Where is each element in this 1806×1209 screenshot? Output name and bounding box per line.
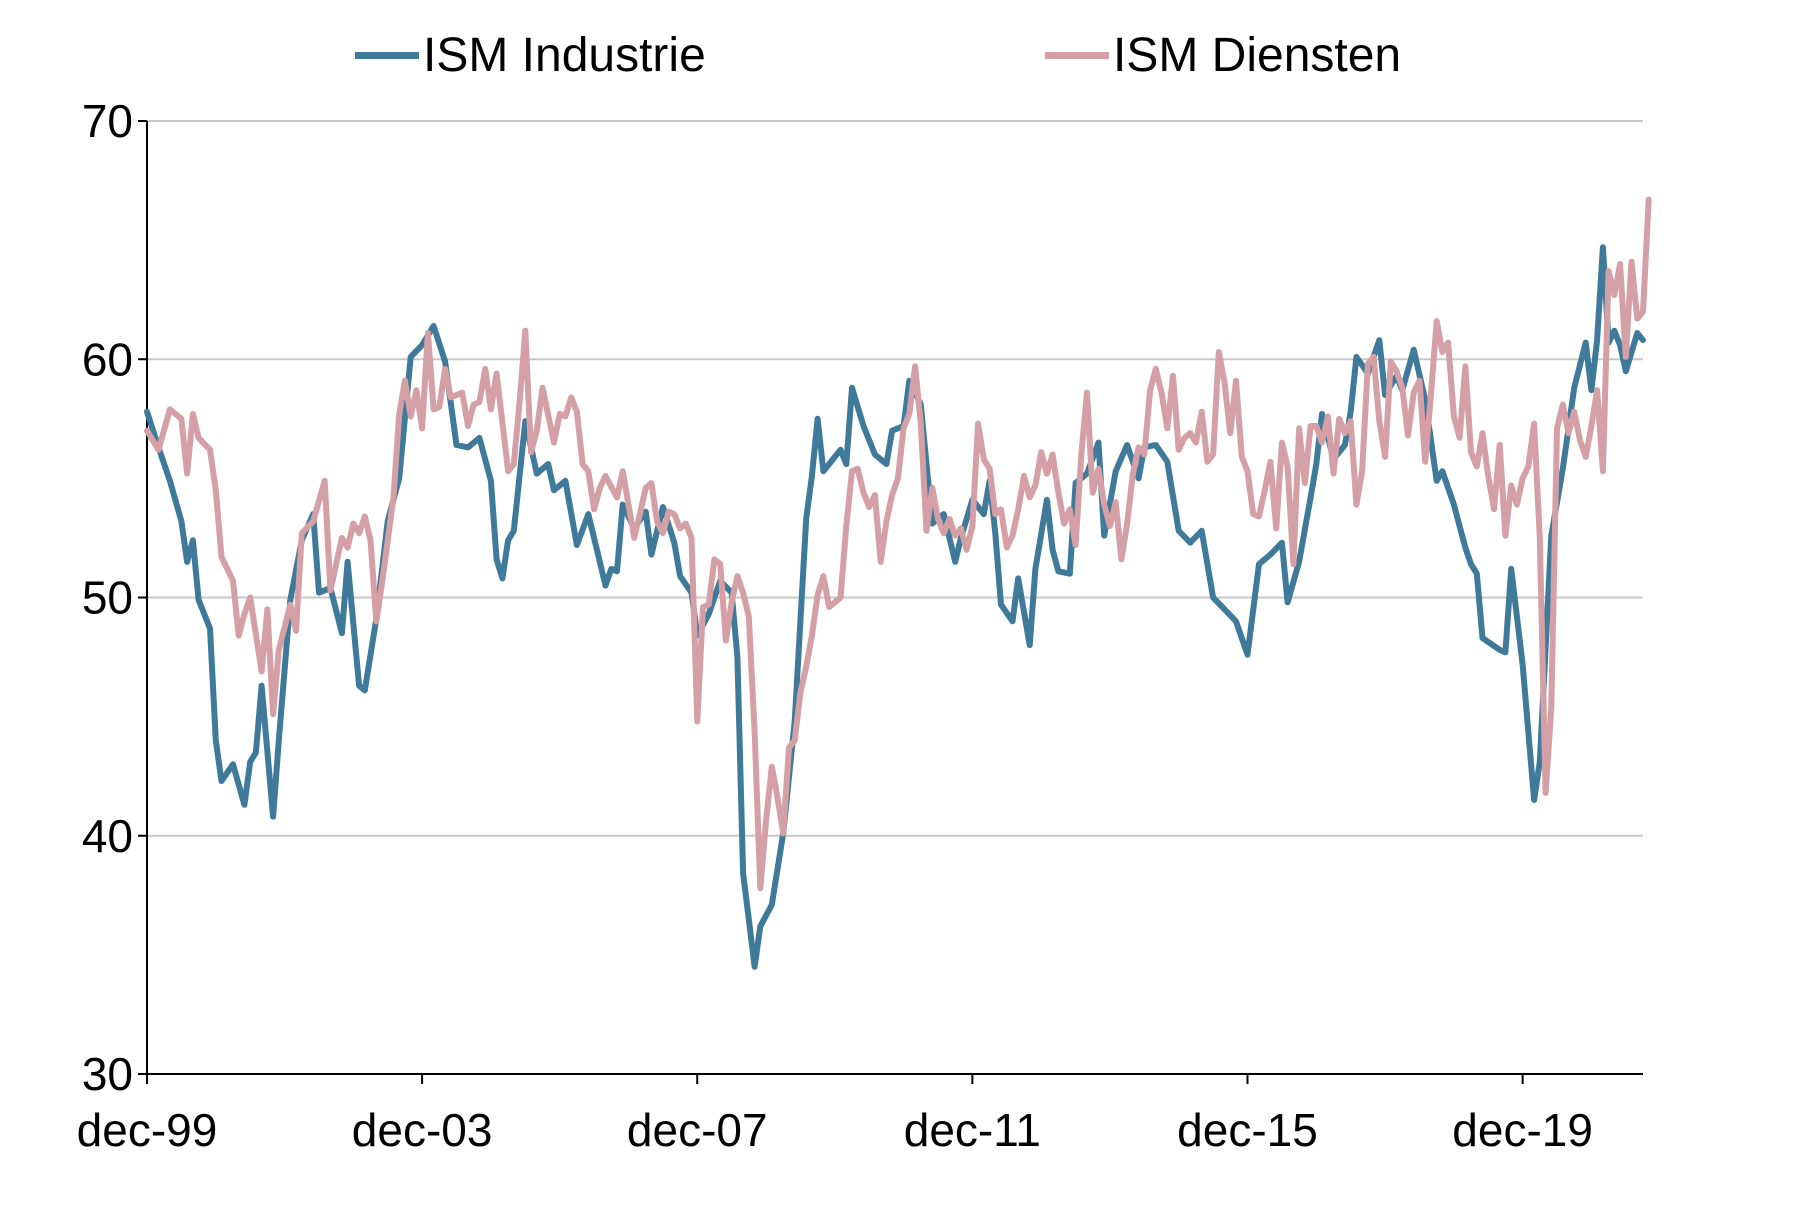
legend-label-ism-industrie: ISM Industrie	[423, 29, 706, 82]
legend-item-ism-industrie: ISM Industrie	[355, 28, 706, 83]
y-tick-label: 70	[82, 95, 133, 147]
axes	[138, 120, 1643, 1084]
x-tick-label: dec-11	[904, 1104, 1041, 1156]
y-tick-label: 50	[82, 572, 133, 624]
legend-swatch-ism-diensten	[1045, 52, 1109, 59]
y-tick-label: 30	[82, 1048, 133, 1100]
series-line-ism-diensten	[144, 196, 1652, 892]
x-tick-label: dec-07	[627, 1104, 768, 1156]
legend-item-ism-diensten: ISM Diensten	[1045, 28, 1401, 83]
tick-labels: 30 40 50 60 70 dec-99 dec-03 dec-07 dec-11 dec-15…	[77, 95, 1593, 1156]
x-tick-label: dec-03	[352, 1104, 493, 1156]
legend-label-ism-diensten: ISM Diensten	[1113, 29, 1402, 82]
series-lines	[144, 196, 1652, 970]
x-tick-label: dec-15	[1177, 1104, 1318, 1156]
legend-swatch-ism-industrie	[355, 52, 419, 59]
y-tick-label: 40	[82, 810, 133, 862]
legend: ISM Industrie ISM Diensten	[0, 28, 1806, 88]
y-tick-label: 60	[82, 333, 133, 385]
gridlines	[147, 120, 1643, 837]
x-tick-label: dec-19	[1452, 1104, 1593, 1156]
series-line-ism-industrie	[144, 244, 1646, 970]
x-tick-label: dec-99	[77, 1104, 218, 1156]
